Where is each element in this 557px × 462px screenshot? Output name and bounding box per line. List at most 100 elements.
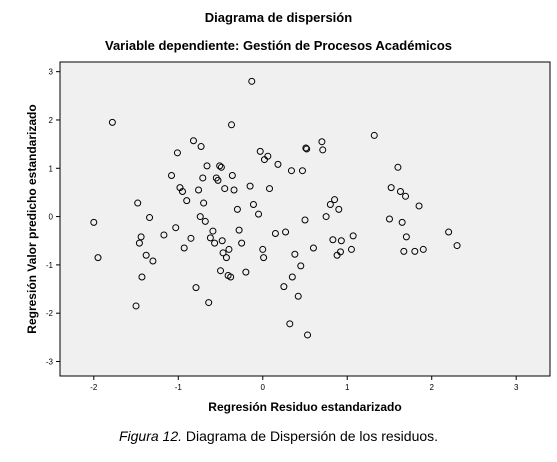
data-point (259, 245, 267, 253)
data-point (309, 244, 317, 252)
data-point (303, 145, 311, 153)
data-point (304, 331, 312, 339)
data-point (235, 226, 243, 234)
y-tick-label: 0 (49, 213, 54, 222)
y-axis-label: Regresión Valor predicho estandarizado (25, 104, 39, 333)
data-point (287, 167, 295, 175)
data-point (329, 236, 337, 244)
data-point (238, 239, 246, 247)
data-point (227, 273, 235, 281)
data-point (347, 245, 355, 253)
data-point (173, 149, 181, 157)
data-point (192, 284, 200, 292)
data-point (319, 146, 327, 154)
data-point (168, 172, 176, 180)
data-point (291, 250, 299, 258)
data-point (326, 201, 334, 209)
x-tick-label: 3 (514, 383, 519, 392)
chart-subtitle: Variable dependiente: Gestión de Proceso… (104, 38, 453, 53)
data-point (134, 199, 142, 207)
data-point (135, 239, 143, 247)
data-point (211, 239, 219, 247)
data-point (201, 217, 209, 225)
plot-area (59, 61, 551, 377)
data-point (286, 320, 294, 328)
data-point (398, 218, 406, 226)
data-point (248, 77, 256, 85)
data-point (195, 186, 203, 194)
data-point (331, 196, 339, 204)
data-point (335, 205, 343, 213)
data-point (260, 254, 268, 262)
data-point (445, 228, 453, 236)
data-point (288, 273, 296, 281)
data-point (183, 197, 191, 205)
data-point (249, 201, 257, 209)
data-point (337, 237, 345, 245)
data-point (294, 292, 302, 300)
data-point (228, 121, 235, 129)
x-axis-label: Regresión Residuo estandarizado (208, 400, 401, 414)
data-point (349, 232, 357, 240)
data-point (274, 160, 282, 168)
x-tick-label: -2 (90, 383, 98, 392)
data-point (179, 187, 186, 195)
data-point (218, 237, 226, 245)
data-point (146, 214, 154, 222)
data-point (90, 218, 98, 226)
data-point (108, 118, 116, 126)
data-point (221, 185, 229, 193)
data-point (137, 233, 145, 241)
data-point (200, 199, 208, 207)
data-point (385, 215, 393, 223)
data-point (400, 247, 408, 255)
caption-text: Diagrama de Dispersión de los residuos. (182, 428, 439, 444)
data-point (297, 262, 305, 270)
data-point (94, 254, 102, 262)
data-point (255, 210, 263, 218)
data-point (160, 231, 168, 239)
data-point (394, 163, 402, 171)
data-point (219, 249, 227, 257)
data-point (318, 138, 326, 146)
data-point (197, 143, 205, 151)
data-point (298, 167, 306, 175)
data-point (419, 245, 427, 253)
y-tick-label: -2 (46, 309, 54, 318)
data-point (264, 152, 272, 160)
data-point (396, 187, 404, 195)
data-point (132, 302, 140, 310)
y-tick-label: 2 (49, 116, 54, 125)
chart-title: Diagrama de dispersión (204, 10, 353, 25)
data-point (230, 186, 238, 194)
x-tick-label: 0 (261, 383, 266, 392)
data-point (217, 163, 225, 171)
data-point (149, 257, 157, 265)
data-point (322, 213, 330, 221)
data-point (246, 182, 254, 190)
y-tick-label: -1 (46, 261, 54, 270)
data-point (402, 233, 410, 241)
data-point (370, 131, 378, 139)
caption-label: Figura 12. (118, 428, 183, 444)
data-point (266, 185, 274, 193)
data-point (209, 227, 217, 235)
data-point (282, 228, 290, 236)
figure-caption: Figura 12. Diagrama de Dispersión de los… (0, 428, 557, 444)
data-point (387, 184, 395, 192)
data-point (138, 273, 146, 281)
data-point (205, 299, 213, 307)
data-point (187, 234, 195, 242)
data-point (196, 213, 204, 221)
data-point (228, 172, 236, 180)
data-point (415, 202, 423, 210)
x-tick-label: 1 (345, 383, 350, 392)
data-point (280, 283, 288, 291)
data-point (216, 162, 224, 170)
data-point (242, 268, 250, 276)
data-point (256, 147, 264, 155)
data-point (411, 247, 419, 255)
data-point (336, 248, 344, 256)
